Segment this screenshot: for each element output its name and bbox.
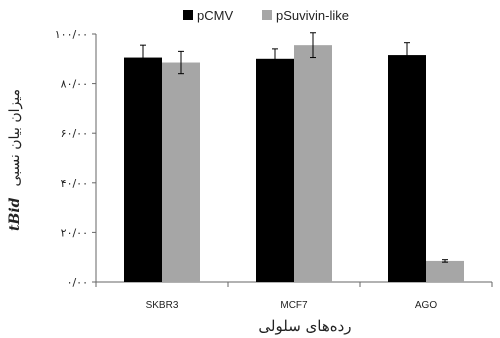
error-bars (140, 32, 448, 263)
y-axis-title: tBid میزان بیان نسبی (4, 89, 23, 231)
legend: pCMV pSuvivin-like (183, 8, 349, 23)
y-axis-title-text: میزان بیان نسبی (7, 89, 23, 186)
y-tick-label: ۱۰۰/۰۰ (55, 28, 88, 41)
x-axis-title: رده‌های سلولی (258, 317, 351, 335)
category-label: SKBR3 (146, 300, 179, 311)
y-tick-label: ۴۰/۰۰ (61, 177, 88, 190)
legend-swatch-psuvivin (262, 10, 272, 20)
y-tick-label: ۲۰/۰۰ (61, 226, 88, 239)
bar-pcmv-skbr3 (124, 57, 162, 283)
y-tick-label: ۸۰/۰۰ (61, 78, 88, 91)
bar-pcmv-ago (388, 55, 426, 282)
bars (124, 45, 464, 283)
y-tick-label: ۶۰/۰۰ (61, 127, 88, 140)
category-label: AGO (415, 300, 437, 311)
legend-swatch-pcmv (183, 10, 193, 20)
legend-label-pcmv: pCMV (197, 8, 233, 23)
x-ticks (95, 282, 493, 287)
y-tick-label: ۰/۰۰ (67, 276, 88, 289)
y-ticks: ۰/۰۰ ۲۰/۰۰ ۴۰/۰۰ ۶۰/۰۰ ۸۰/۰۰ ۱۰۰/۰۰ (55, 28, 96, 289)
category-labels: SKBR3 MCF7 AGO (146, 300, 438, 311)
bar-psuvivin-like-mcf7 (294, 45, 332, 282)
legend-label-psuvivin: pSuvivin-like (276, 8, 349, 23)
y-axis-title-italic: tBid (7, 197, 23, 231)
bar-psuvivin-like-ago (426, 260, 464, 282)
bar-pcmv-mcf7 (256, 58, 294, 282)
category-label: MCF7 (280, 300, 308, 311)
bar-psuvivin-like-skbr3 (162, 62, 200, 282)
